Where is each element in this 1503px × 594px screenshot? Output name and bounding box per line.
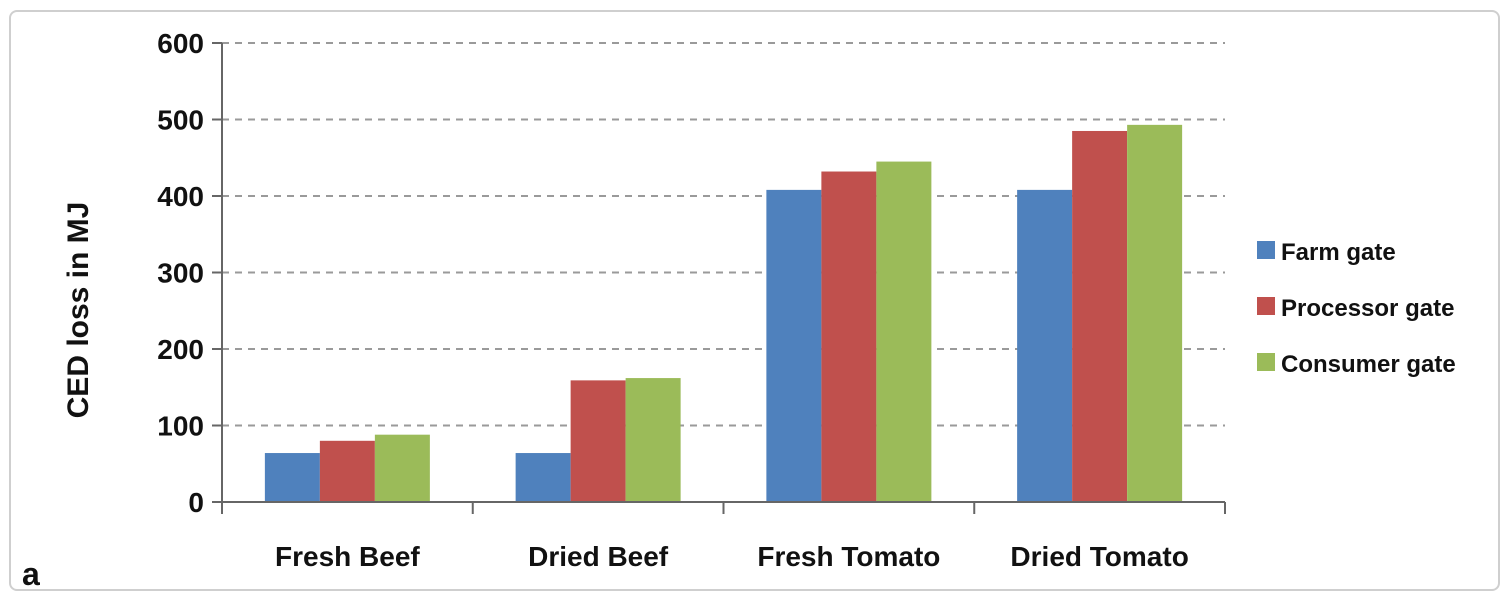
bars [264, 124, 1183, 502]
bar-farm-gate-dried-tomato [1017, 189, 1073, 502]
bar-farm-gate-fresh-tomato [766, 189, 822, 502]
bar-consumer-gate-fresh-beef [374, 434, 430, 502]
x-tick-label: Fresh Tomato [757, 541, 940, 572]
legend-label: Processor gate [1281, 295, 1454, 322]
y-tick-label: 200 [157, 334, 204, 365]
bar-consumer-gate-dried-beef [625, 378, 681, 502]
y-tick-label: 300 [157, 258, 204, 289]
x-tick-labels: Fresh Beef Dried Beef Fresh Tomato Dried To… [221, 502, 1226, 572]
y-tick-label: 0 [188, 487, 204, 518]
bar-consumer-gate-dried-tomato [1127, 124, 1183, 502]
x-tick-label: Dried Tomato [1010, 541, 1188, 572]
legend-label: Consumer gate [1281, 351, 1456, 378]
bar-farm-gate-dried-beef [515, 453, 571, 502]
y-tick-labels: 0 100 200 300 400 500 600 [157, 28, 222, 518]
legend-swatch [1257, 297, 1275, 315]
bar-farm-gate-fresh-beef [264, 453, 320, 502]
x-tick-label: Dried Beef [528, 541, 669, 572]
y-tick-label: 600 [157, 28, 204, 59]
x-tick-label: Fresh Beef [275, 541, 420, 572]
y-tick-label: 100 [157, 411, 204, 442]
bar-processor-gate-fresh-beef [319, 440, 375, 502]
legend: Farm gate Processor gate Consumer gate [1257, 239, 1456, 378]
bar-processor-gate-dried-beef [570, 380, 626, 502]
y-tick-label: 500 [157, 105, 204, 136]
bar-processor-gate-dried-tomato [1072, 130, 1128, 502]
bar-consumer-gate-fresh-tomato [876, 161, 932, 502]
y-axis-label: CED loss in MJ [62, 202, 95, 419]
legend-label: Farm gate [1281, 239, 1396, 266]
y-tick-label: 400 [157, 181, 204, 212]
legend-swatch [1257, 353, 1275, 371]
bar-processor-gate-fresh-tomato [821, 171, 877, 502]
legend-swatch [1257, 241, 1275, 259]
panel-label: a [22, 556, 40, 592]
chart-frame [9, 10, 1500, 591]
